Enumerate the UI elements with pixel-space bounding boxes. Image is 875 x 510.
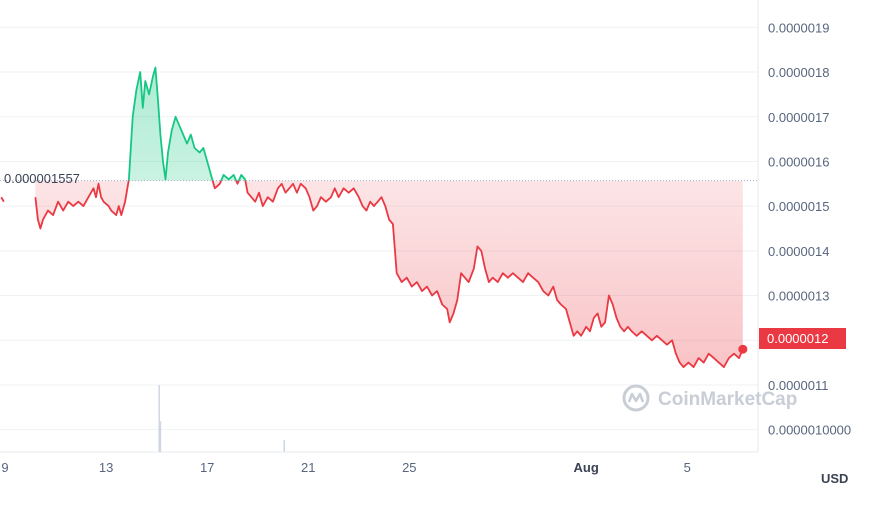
- y-tick-label: 0.0000016: [768, 154, 829, 169]
- y-tick-label: 0.0000011: [768, 378, 829, 393]
- currency-label: USD: [821, 471, 848, 486]
- price-line-below-reference[interactable]: [0, 68, 744, 368]
- x-tick-label: 21: [301, 460, 315, 475]
- y-tick-label: 0.0000010000: [768, 423, 851, 438]
- volume-bar: [158, 385, 160, 452]
- y-tick-label: 0.0000013: [768, 289, 829, 304]
- volume-bar: [283, 439, 285, 452]
- y-tick-label: 0.0000015: [768, 199, 829, 214]
- x-axis: 9 13 17 21 25 Aug 5: [1, 460, 690, 475]
- x-tick-label: 25: [402, 460, 416, 475]
- y-tick-label: 0.0000017: [768, 110, 829, 125]
- x-tick-label: Aug: [574, 460, 599, 475]
- y-axis: 0.0000019 0.0000018 0.0000017 0.0000016 0.00…: [768, 20, 851, 437]
- x-tick-label: 17: [200, 460, 214, 475]
- grid-lines: [0, 26, 758, 431]
- last-price-label: 0.0000012: [767, 331, 828, 346]
- x-tick-label: 5: [684, 460, 691, 475]
- last-price-dot: [738, 344, 748, 354]
- last-price-badge: [759, 328, 846, 349]
- volume-bars: [158, 385, 285, 452]
- coinmarketcap-logo-icon: [622, 384, 650, 412]
- reference-price-label: 0.000001557: [4, 171, 80, 186]
- price-line-above-reference[interactable]: [1, 66, 743, 368]
- last-price-marker: 0.0000012: [738, 328, 846, 354]
- y-tick-label: 0.0000019: [768, 20, 829, 35]
- area-fill-above-reference: [128, 67, 246, 181]
- coinmarketcap-logo-mark: [627, 392, 645, 403]
- coinmarketcap-watermark: CoinMarketCap: [622, 384, 797, 412]
- y-tick-label: 0.0000018: [768, 65, 829, 80]
- x-tick-label: 9: [1, 460, 8, 475]
- area-fill-below-reference: [35, 180, 758, 368]
- y-tick-label: 0.0000014: [768, 244, 829, 259]
- volume-bar: [159, 421, 162, 452]
- watermark-text: CoinMarketCap: [658, 389, 797, 410]
- x-tick-label: 13: [99, 460, 113, 475]
